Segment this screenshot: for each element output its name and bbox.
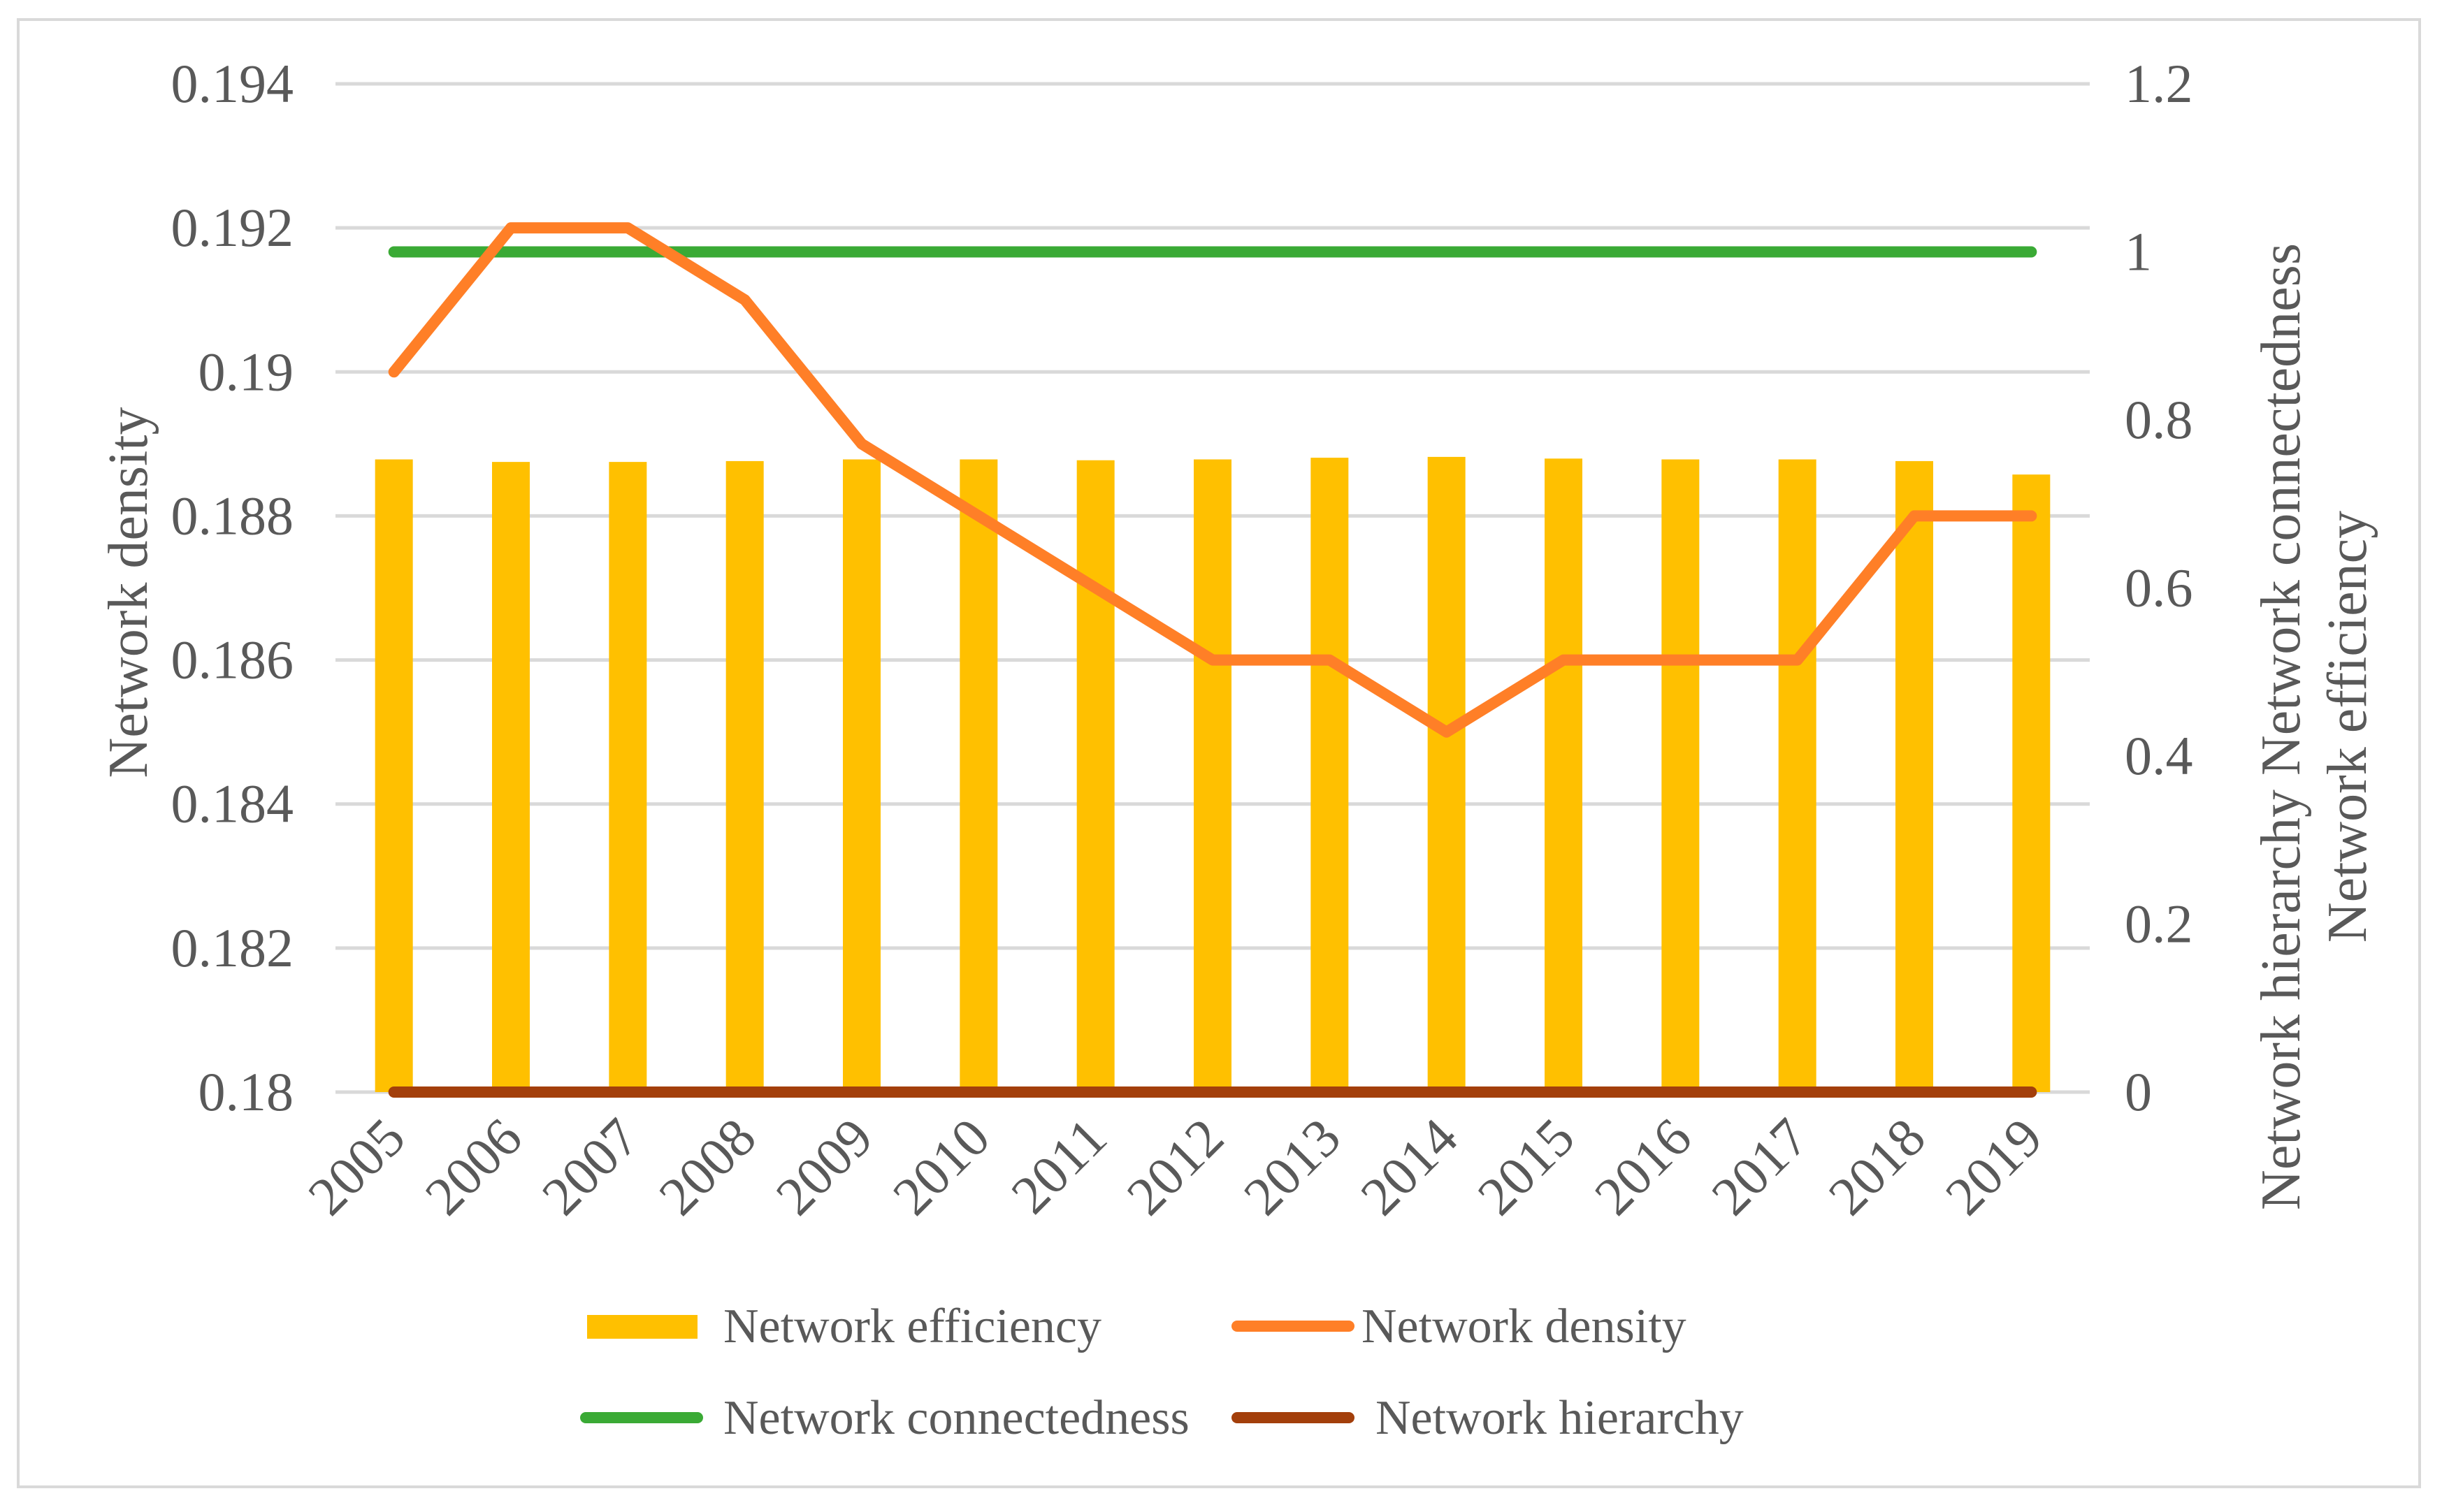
left-tick-label: 0.194: [171, 53, 294, 114]
bar-efficiency: [960, 459, 998, 1092]
legend-item-hierarchy: Network hierarchy: [1231, 1391, 1744, 1445]
bar-efficiency: [1778, 459, 1816, 1092]
legend-item-density: Network density: [1231, 1300, 1686, 1353]
left-tick-label: 0.18: [198, 1061, 294, 1122]
left-tick-label: 0.192: [171, 197, 294, 258]
left-tick-label: 0.188: [171, 485, 294, 546]
left-tick-label: 0.184: [171, 773, 294, 834]
legend-label-connectedness: Network connectedness: [723, 1391, 1190, 1445]
legend-item-connectedness: Network connectedness: [580, 1391, 1190, 1445]
right-tick-label: 0.8: [2125, 389, 2193, 450]
right-tick-label: 0.4: [2125, 725, 2193, 786]
legend-item-efficiency: Network efficiency: [587, 1300, 1101, 1353]
left-axis-title: Network density: [98, 407, 159, 778]
legend-label-density: Network density: [1361, 1300, 1686, 1353]
bar-efficiency: [1545, 458, 1582, 1092]
efficiency-bars: [375, 456, 2051, 1092]
line-network-density: [388, 222, 2037, 738]
legend-swatch-efficiency: [587, 1315, 698, 1339]
legend-label-hierarchy: Network hierarchy: [1375, 1391, 1744, 1445]
bar-efficiency: [1310, 458, 1349, 1092]
left-tick-label: 0.186: [171, 630, 294, 690]
right-axis-title-line2: Network efficiency: [2317, 511, 2378, 943]
bar-efficiency: [1427, 456, 1466, 1092]
right-tick-label: 1: [2125, 221, 2152, 282]
legend-label-efficiency: Network efficiency: [723, 1300, 1101, 1353]
bar-efficiency: [1661, 459, 1700, 1092]
bar-efficiency: [1076, 460, 1115, 1092]
left-tick-label: 0.182: [171, 917, 294, 978]
bar-efficiency: [609, 462, 647, 1092]
right-tick-label: 1.2: [2125, 53, 2193, 114]
bar-efficiency: [375, 459, 413, 1092]
bar-efficiency: [1194, 459, 1231, 1092]
right-tick-label: 0.2: [2125, 894, 2193, 954]
left-tick-label: 0.19: [198, 341, 294, 402]
chart-frame: [17, 18, 2421, 1488]
bar-efficiency: [725, 460, 764, 1092]
bar-efficiency: [2012, 474, 2051, 1092]
legend: Network efficiency Network density Netwo…: [580, 1300, 1744, 1445]
right-tick-label: 0.6: [2125, 558, 2193, 618]
line-series: [388, 222, 2037, 1098]
bar-efficiency: [1895, 460, 1933, 1092]
bar-efficiency: [843, 459, 881, 1092]
left-axis-ticks: 0.18 0.182 0.184 0.186 0.188 0.19 0.192 0.194: [171, 53, 294, 1122]
right-axis-ticks: 0 0.2 0.4 0.6 0.8 1 1.2: [2125, 53, 2193, 1122]
bar-efficiency: [492, 462, 530, 1092]
right-axis-title-line1: Network hierarchy Network connectedness: [2250, 243, 2312, 1210]
right-tick-label: 0: [2125, 1061, 2152, 1122]
